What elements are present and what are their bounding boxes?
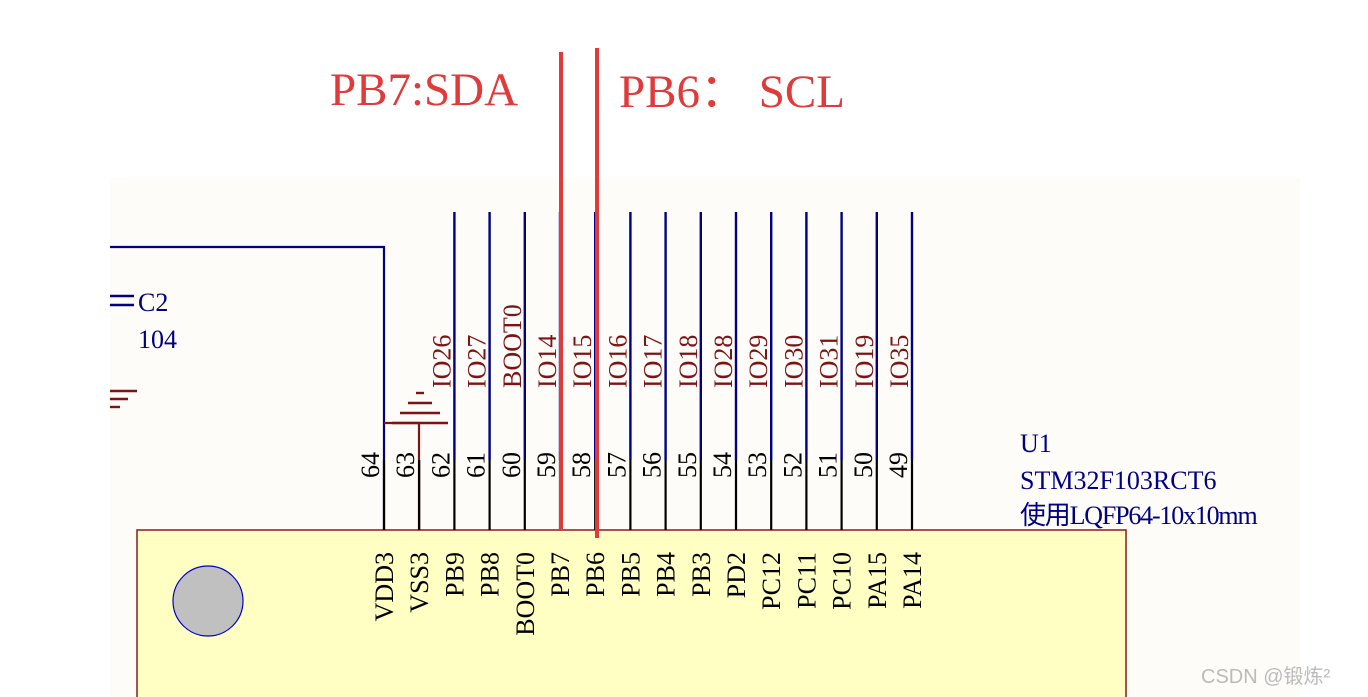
pin-number: 55 [673, 452, 702, 478]
sda-annotation: PB7:SDA [330, 64, 518, 116]
capacitor-value: 104 [138, 325, 177, 354]
pin-51: IO31 51 PC10 [814, 212, 857, 610]
pin-name: PB6 [581, 552, 610, 597]
net-label: IO18 [674, 335, 703, 388]
pin-60: BOOT0 60 BOOT0 [497, 212, 540, 636]
net-label: IO17 [639, 335, 668, 388]
pin1-indicator-dot [172, 565, 244, 637]
net-label: IO29 [744, 335, 773, 388]
capacitor-c2: C2 104 [110, 245, 448, 530]
pin-number: 49 [884, 452, 913, 478]
net-label: IO31 [815, 335, 844, 388]
pin-number: 57 [602, 452, 631, 478]
pin-name: PD2 [722, 552, 751, 598]
pin-name: PB7 [546, 552, 575, 597]
pin-61: IO27 61 PB8 [462, 212, 505, 597]
scl-annotation: PB6： SCL [619, 66, 845, 118]
pin-number: 56 [638, 452, 667, 478]
net-label: IO15 [568, 335, 597, 388]
pin-name: PC12 [757, 552, 786, 610]
pin-number: 53 [743, 452, 772, 478]
pin-number: 64 [356, 452, 385, 478]
pin-number: 52 [778, 452, 807, 478]
capacitor-designator: C2 [138, 288, 168, 317]
pin-54: IO28 54 PD2 [708, 212, 751, 598]
pin-63: 63 VSS3 [391, 452, 434, 613]
component-part-number: STM32F103RCT6 [1020, 466, 1217, 495]
pin-64: 64 VDD3 [356, 452, 399, 621]
pin-number: 51 [814, 452, 843, 478]
pin-name: VDD3 [370, 552, 399, 621]
chip-body [136, 529, 1127, 697]
pin-number: 62 [426, 452, 455, 478]
ground-symbol [110, 389, 137, 409]
pin-53: IO29 53 PC12 [743, 212, 786, 610]
ground-symbol [392, 391, 448, 425]
pin-62: IO26 62 PB9 [426, 212, 469, 597]
pin-name: PA15 [863, 552, 892, 609]
pin-name: PC10 [828, 552, 857, 610]
vdd-wire [110, 245, 386, 530]
pin-name: PB3 [687, 552, 716, 597]
pin-number: 54 [708, 452, 737, 478]
net-label: IO35 [885, 335, 914, 388]
net-label: IO26 [427, 335, 456, 388]
component-footprint: 使用LQFP64-10x10mm [1020, 501, 1257, 530]
pin-56: IO17 56 PB4 [638, 212, 681, 597]
pin-number: 61 [462, 452, 491, 478]
pin-number: 50 [849, 452, 878, 478]
net-label: IO14 [533, 335, 562, 388]
pin-number: 59 [532, 452, 561, 478]
pin-name: PB5 [616, 552, 645, 597]
net-label: IO27 [463, 335, 492, 388]
pin-name: PA14 [898, 552, 927, 609]
pin-number: 60 [497, 452, 526, 478]
pin-number: 58 [567, 452, 596, 478]
net-label: IO16 [603, 335, 632, 388]
pin-name: PC11 [792, 552, 821, 609]
pin-55: IO18 55 PB3 [673, 212, 716, 597]
net-label: BOOT0 [498, 304, 527, 388]
net-label: IO19 [850, 335, 879, 388]
pin-name: VSS3 [405, 552, 434, 613]
component-designator: U1 [1020, 429, 1052, 458]
pin-name: PB4 [652, 552, 681, 597]
pin-name: PB8 [476, 552, 505, 597]
net-label: IO30 [779, 335, 808, 388]
pin-49: IO35 49 PA14 [884, 212, 927, 609]
pin-name: PB9 [440, 552, 469, 597]
pin-number: 63 [391, 452, 420, 478]
net-label: IO28 [709, 335, 738, 388]
pin-52: IO30 52 PC11 [778, 212, 821, 609]
pin-57: IO16 57 PB5 [602, 212, 645, 597]
pin-50: IO19 50 PA15 [849, 212, 892, 609]
pin-name: BOOT0 [511, 552, 540, 636]
watermark: CSDN @锻炼² [1201, 665, 1331, 688]
